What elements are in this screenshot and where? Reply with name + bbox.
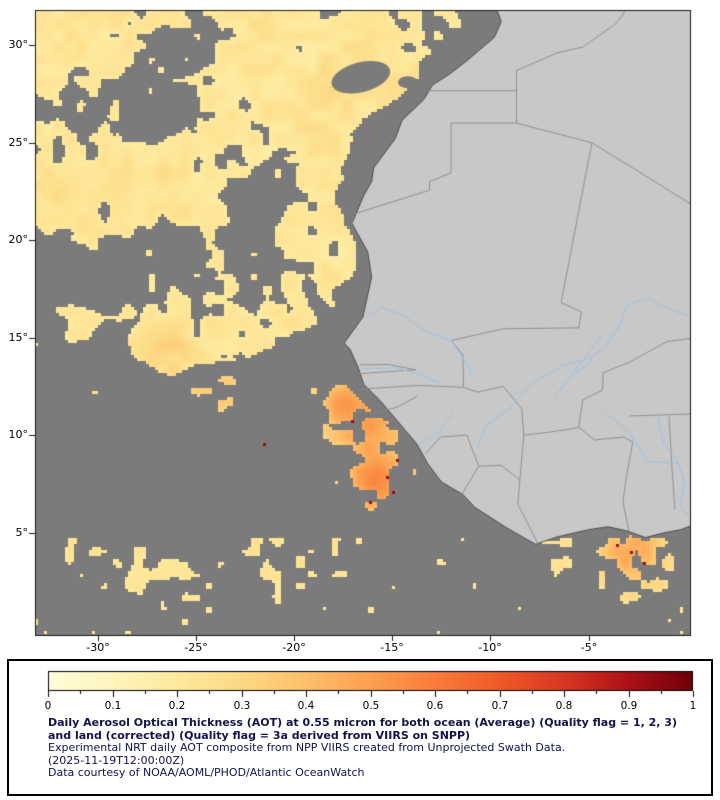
colorbar-tick-label: 0.7 (491, 700, 509, 712)
legend-captions: Daily Aerosol Optical Thickness (AOT) at… (48, 716, 691, 780)
colorbar-canvas (42, 670, 702, 701)
x-axis-tick-label: -30° (86, 641, 110, 654)
map-plot-area: 30° 25° 20° 15° 10° 5° -30° -25° -20° -1… (0, 0, 720, 660)
x-axis-tick-label: -10° (478, 641, 502, 654)
y-axis-tick-label: 20° (8, 233, 29, 246)
legend-box: 0 0.1 0.2 0.3 0.4 0.5 0.6 0.7 0.8 0.9 1 … (7, 659, 713, 796)
y-axis-tick-label: 5° (15, 526, 29, 539)
aot-map-canvas (0, 0, 720, 660)
y-axis-tick-label: 10° (8, 428, 29, 441)
y-axis-tick-label: 30° (8, 38, 29, 51)
colorbar-tick-label: 0.6 (426, 700, 444, 712)
colorbar-tick-label: 0.9 (620, 700, 638, 712)
legend-line-experimental: Experimental NRT daily AOT composite fro… (48, 741, 566, 754)
y-axis-tick-label: 25° (8, 136, 29, 149)
colorbar-tick-label: 0.2 (168, 700, 186, 712)
x-axis-tick-label: -15° (380, 641, 404, 654)
colorbar-tick-label: 0.1 (104, 700, 122, 712)
colorbar-tick-label: 0.8 (555, 700, 573, 712)
colorbar-tick-label: 1 (689, 700, 697, 712)
colorbar-tick-label: 0.5 (362, 700, 380, 712)
legend-caption-title: Daily Aerosol Optical Thickness (AOT) at… (48, 716, 677, 742)
y-axis-tick-label: 15° (8, 331, 29, 344)
legend-line-courtesy: Data courtesy of NOAA/AOML/PHOD/Atlantic… (48, 766, 365, 779)
x-axis-tick-label: -20° (282, 641, 306, 654)
colorbar-tick-label: 0.3 (233, 700, 251, 712)
legend-line-timestamp: (2025-11-19T12:00:00Z) (48, 753, 185, 767)
colorbar-tick-labels: 0 0.1 0.2 0.3 0.4 0.5 0.6 0.7 0.8 0.9 1 (9, 700, 711, 716)
colorbar-tick-label: 0 (44, 700, 52, 712)
x-axis-tick-label: -5° (580, 641, 598, 654)
colorbar-tick-label: 0.4 (297, 700, 315, 712)
x-axis-tick-label: -25° (184, 641, 208, 654)
